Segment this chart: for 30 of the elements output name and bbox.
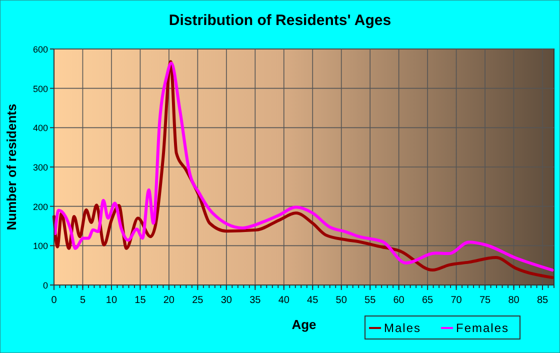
x-tick-label: 50 (336, 295, 348, 306)
y-tick-label: 200 (32, 202, 48, 212)
x-tick-label: 5 (80, 295, 86, 306)
legend-label: Females (456, 321, 510, 335)
x-tick-label: 45 (307, 295, 319, 306)
x-tick-label: 40 (278, 295, 290, 306)
x-tick-label: 10 (106, 295, 118, 306)
y-axis-title: Number of residents (4, 104, 19, 230)
y-tick-label: 0 (42, 280, 48, 290)
y-tick-label: 300 (32, 162, 48, 172)
x-tick-label: 35 (250, 295, 262, 306)
x-tick-label: 70 (450, 295, 462, 306)
x-tick-label: 0 (51, 295, 58, 306)
x-tick-label: 80 (508, 295, 520, 306)
x-tick-label: 25 (192, 295, 204, 306)
chart-title: Distribution of Residents' Ages (168, 12, 392, 29)
x-tick-label: 30 (220, 295, 232, 306)
x-tick-label: 15 (134, 295, 146, 306)
y-tick-label: 600 (32, 44, 48, 54)
x-tick-label: 65 (422, 295, 434, 306)
y-tick-label: 400 (32, 123, 48, 134)
x-axis-title: Age (292, 317, 316, 332)
x-tick-label: 60 (393, 295, 405, 306)
legend-label: Males (384, 321, 422, 335)
x-tick-label: 55 (364, 295, 376, 306)
x-tick-label: 75 (479, 295, 492, 306)
y-tick-label: 500 (32, 84, 48, 94)
y-tick-label: 100 (32, 241, 48, 252)
x-tick-label: 85 (536, 295, 549, 306)
x-tick-label: 20 (163, 295, 175, 306)
